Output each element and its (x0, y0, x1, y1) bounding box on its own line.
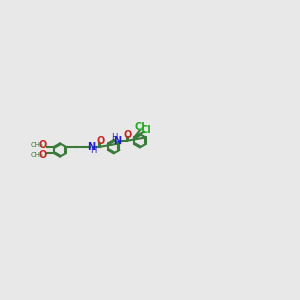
Text: CH₃: CH₃ (31, 142, 43, 148)
Text: CH₃: CH₃ (31, 152, 43, 158)
Text: N: N (114, 136, 122, 146)
Text: Cl: Cl (134, 122, 145, 132)
Text: O: O (39, 140, 47, 150)
Text: O: O (96, 136, 104, 146)
Text: N: N (87, 142, 95, 152)
Text: O: O (39, 150, 47, 160)
Text: H: H (90, 146, 97, 155)
Text: H: H (112, 133, 118, 142)
Text: Cl: Cl (140, 125, 151, 135)
Text: O: O (123, 130, 131, 140)
